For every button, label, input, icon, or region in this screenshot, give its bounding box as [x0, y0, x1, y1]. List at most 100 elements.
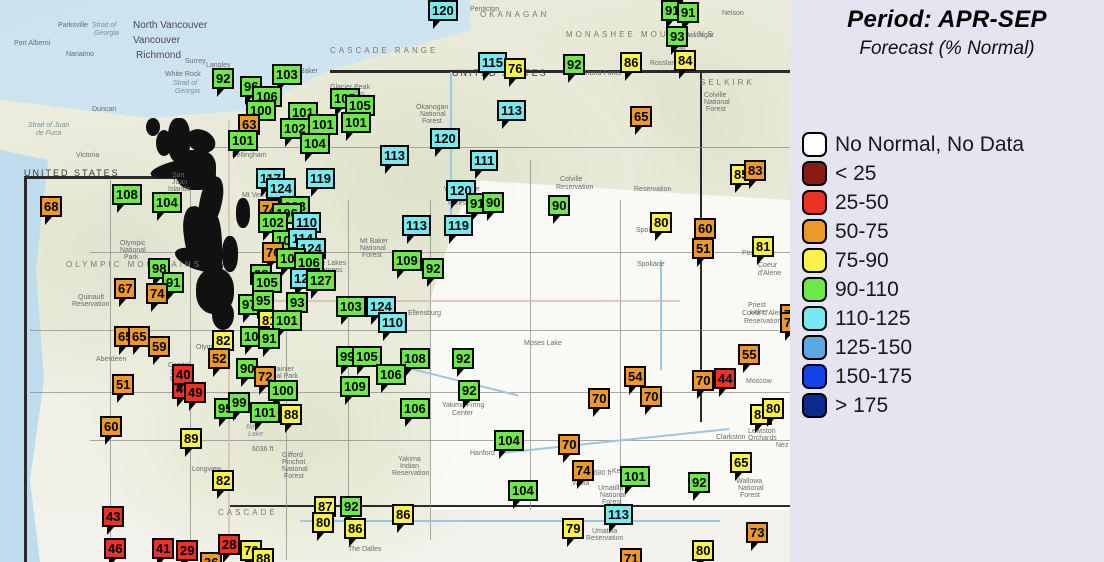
- station-marker[interactable]: 83: [744, 160, 767, 189]
- station-marker[interactable]: 65: [730, 452, 753, 481]
- station-marker[interactable]: 76: [504, 58, 527, 87]
- station-marker[interactable]: 113: [497, 100, 526, 129]
- station-marker[interactable]: 110: [378, 312, 407, 341]
- station-marker[interactable]: 71: [620, 548, 643, 562]
- station-marker[interactable]: 109: [340, 376, 370, 405]
- station-marker[interactable]: 111: [470, 150, 499, 179]
- station-marker[interactable]: 44: [714, 368, 737, 397]
- station-marker[interactable]: 54: [624, 366, 647, 395]
- station-marker[interactable]: 113: [604, 504, 633, 533]
- station-marker[interactable]: 80: [692, 540, 715, 562]
- station-marker[interactable]: 36: [200, 552, 223, 562]
- station-marker[interactable]: 84: [674, 50, 697, 79]
- station-marker[interactable]: 60: [694, 218, 717, 247]
- station-marker[interactable]: 104: [152, 192, 182, 221]
- legend-item-25-50: 25-50: [802, 188, 1024, 217]
- station-marker[interactable]: 74: [146, 283, 169, 312]
- station-marker[interactable]: 90: [482, 192, 505, 221]
- station-marker[interactable]: 70: [692, 370, 715, 399]
- station-marker[interactable]: 105: [352, 346, 382, 375]
- station-marker[interactable]: 103: [336, 296, 366, 325]
- station-marker[interactable]: 60: [100, 416, 123, 445]
- station-marker[interactable]: 106: [376, 364, 406, 393]
- station-marker[interactable]: 65: [128, 326, 151, 355]
- station-marker[interactable]: 72: [780, 312, 790, 341]
- station-marker[interactable]: 79: [562, 518, 585, 547]
- station-marker[interactable]: 70: [640, 386, 663, 415]
- station-marker[interactable]: 101: [341, 112, 371, 141]
- station-marker[interactable]: 104: [508, 480, 538, 509]
- station-marker[interactable]: 108: [400, 348, 430, 377]
- station-marker[interactable]: 104: [494, 430, 524, 459]
- station-marker[interactable]: 40: [172, 364, 195, 393]
- station-marker[interactable]: 80: [762, 398, 785, 427]
- station-marker[interactable]: 43: [102, 506, 125, 535]
- station-marker[interactable]: 120: [428, 0, 458, 29]
- station-marker[interactable]: 89: [180, 428, 203, 457]
- station-marker[interactable]: 74: [572, 460, 595, 489]
- station-marker[interactable]: 67: [114, 278, 137, 307]
- station-marker[interactable]: 80: [312, 512, 335, 541]
- station-marker[interactable]: 91: [258, 328, 281, 357]
- station-marker[interactable]: 92: [563, 54, 586, 83]
- station-marker[interactable]: 86: [620, 52, 643, 81]
- station-marker[interactable]: 92: [688, 472, 711, 501]
- station-marker[interactable]: 101: [250, 402, 280, 431]
- station-marker[interactable]: 100: [268, 380, 298, 409]
- station-marker[interactable]: 95: [252, 290, 275, 319]
- station-marker[interactable]: 91: [677, 2, 700, 31]
- station-marker[interactable]: 70: [558, 434, 581, 463]
- station-marker[interactable]: 65: [630, 106, 653, 135]
- station-marker[interactable]: 103: [272, 64, 302, 93]
- station-marker[interactable]: 86: [344, 518, 367, 547]
- station-marker[interactable]: 70: [588, 388, 611, 417]
- station-marker[interactable]: 90: [548, 195, 571, 224]
- map-label: MONASHEE MOUNTAINS: [566, 30, 716, 39]
- station-marker[interactable]: 124: [266, 178, 296, 207]
- station-marker[interactable]: 86: [392, 504, 415, 533]
- station-marker[interactable]: 93: [666, 26, 689, 55]
- station-marker[interactable]: 120: [430, 128, 460, 157]
- station-marker[interactable]: 113: [402, 215, 431, 244]
- station-marker[interactable]: 92: [452, 348, 475, 377]
- station-marker[interactable]: 55: [738, 344, 761, 373]
- station-marker[interactable]: 119: [306, 168, 335, 197]
- station-marker[interactable]: 127: [306, 270, 336, 299]
- station-marker[interactable]: 92: [212, 68, 235, 97]
- station-marker[interactable]: 99: [228, 392, 251, 421]
- station-marker[interactable]: 28: [218, 534, 241, 562]
- station-marker[interactable]: 119: [444, 215, 473, 244]
- station-marker[interactable]: 101: [228, 130, 258, 159]
- station-marker[interactable]: 82: [212, 470, 235, 499]
- station-marker[interactable]: 46: [104, 538, 127, 562]
- station-marker[interactable]: 59: [148, 336, 171, 365]
- map-canvas[interactable]: Parksville North Vancouver Vancouver Richmo…: [0, 0, 790, 562]
- station-marker[interactable]: 49: [184, 382, 207, 411]
- station-marker[interactable]: 113: [380, 145, 409, 174]
- station-marker[interactable]: 92: [422, 258, 445, 287]
- station-marker[interactable]: 92: [458, 380, 481, 409]
- station-marker[interactable]: 115: [478, 52, 507, 81]
- station-marker[interactable]: 101: [620, 466, 650, 495]
- station-marker[interactable]: 106: [400, 398, 430, 427]
- station-marker[interactable]: 108: [112, 184, 142, 213]
- station-marker[interactable]: 80: [650, 212, 673, 241]
- legend-label-125-150: 125-150: [835, 335, 913, 359]
- station-marker[interactable]: 88: [280, 404, 303, 433]
- station-marker[interactable]: 92: [340, 496, 363, 525]
- station-marker[interactable]: 102: [280, 118, 310, 147]
- station-marker[interactable]: 104: [300, 133, 330, 162]
- station-marker[interactable]: 88: [252, 548, 275, 562]
- station-marker[interactable]: 51: [112, 374, 135, 403]
- station-marker[interactable]: 109: [392, 250, 422, 279]
- station-marker[interactable]: 124: [366, 296, 396, 325]
- station-marker[interactable]: 81: [752, 236, 775, 265]
- station-marker[interactable]: 41: [152, 538, 175, 562]
- station-marker[interactable]: 51: [692, 238, 715, 267]
- station-marker[interactable]: 68: [40, 196, 63, 225]
- station-marker[interactable]: 29: [176, 540, 199, 562]
- station-marker[interactable]: 101: [308, 114, 338, 143]
- station-marker[interactable]: 52: [208, 348, 231, 377]
- station-marker[interactable]: 73: [746, 522, 769, 551]
